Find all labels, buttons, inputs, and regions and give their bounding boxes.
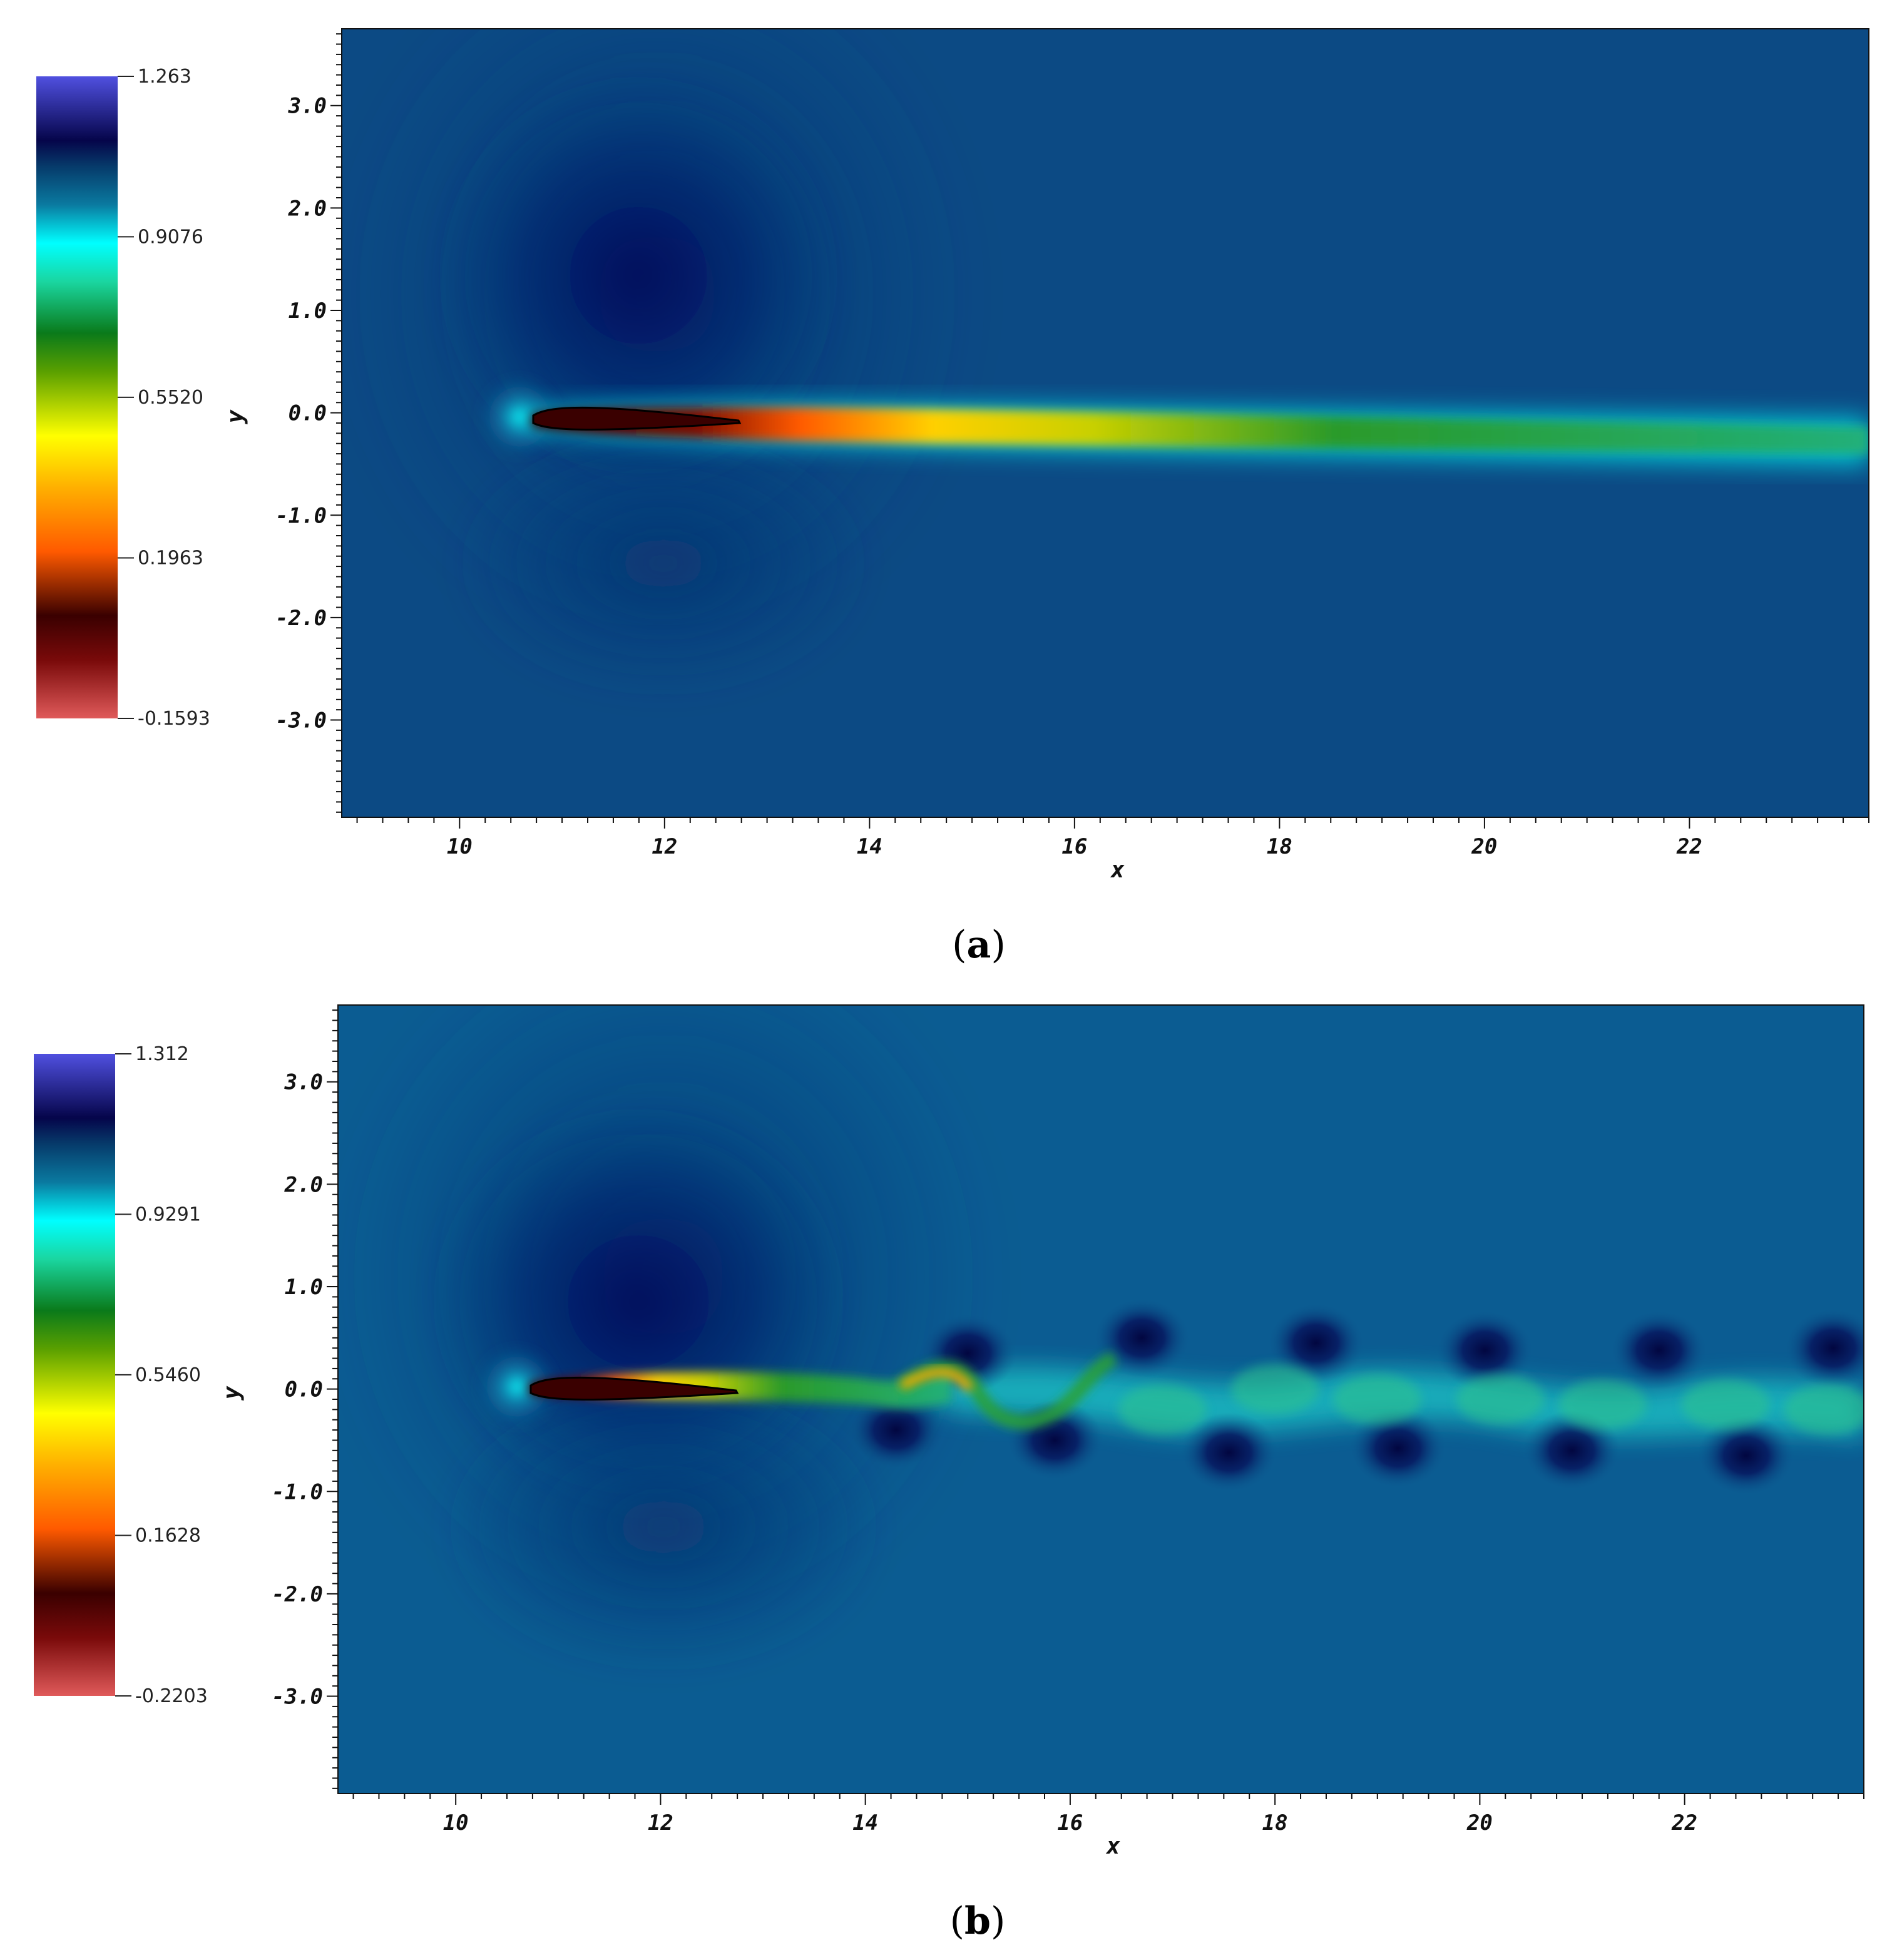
wake-blob [1558,1379,1647,1430]
colorbar-tick-label: 1.263 [138,66,192,88]
x-tick-label: 12 [648,1810,673,1835]
y-tick-label: -2.0 [272,1582,323,1607]
x-tick-label: 10 [447,834,473,859]
x-tick-label: 16 [1057,1810,1083,1835]
velocity-field-a [342,29,1869,817]
y-tick-label: 0.0 [289,401,327,426]
colorbar-a [36,76,118,718]
wake-blob [1118,1384,1207,1435]
vortices-b [847,1297,1864,1496]
axes-b: 10 12 14 16 18 20 22 3.0 2.0 1.0 0.0 -1.0 -2.0 -3.0 x y [219,1009,1864,1859]
velocity-field-b [338,1005,1864,1794]
wake-blob [1231,1364,1319,1414]
y-tick-label: 1.0 [285,1275,323,1300]
colorbar-tick-label: -0.2203 [135,1685,208,1707]
x-tick-label: 22 [1676,834,1702,859]
x-tick-label: 18 [1262,1810,1288,1835]
colorbar-tick-label: 0.9076 [138,226,203,248]
colorbar-tick-label: 0.1963 [138,547,203,569]
colorbar-tick-label: -0.1593 [138,708,210,730]
x-tick-label: 12 [652,834,677,859]
vortex [1093,1297,1191,1378]
wake-blob [1682,1379,1770,1430]
vortex [1610,1310,1708,1391]
y-tick-label: 2.0 [284,1172,323,1197]
x-tick-label: 10 [443,1810,469,1835]
wake-blob [1456,1374,1545,1424]
colorbar-ticks-b: 1.312 0.9291 0.5460 0.1628 -0.2203 [115,1043,208,1707]
vortex [1349,1408,1447,1489]
caption-b: (b) [950,1899,1006,1943]
y-tick-label: 2.0 [288,196,327,221]
x-tick-label: 16 [1061,834,1087,859]
y-tick-label: -2.0 [275,606,327,631]
colorbar-tick-label: 0.1628 [135,1524,201,1546]
y-tick-label: -1.0 [272,1479,323,1504]
wake-blob [1333,1374,1421,1424]
wake-blob [1784,1384,1864,1435]
vortex [1523,1410,1621,1491]
vortex [1267,1303,1365,1383]
x-tick-label: 18 [1267,834,1292,859]
colorbar-tick-label: 0.9291 [135,1203,201,1225]
x-tick-label: 20 [1471,834,1497,859]
y-tick-label: 0.0 [285,1377,323,1402]
y-tick-label: -3.0 [275,708,327,733]
y-axis-label: y [223,409,248,424]
y-tick-label: -3.0 [272,1685,323,1710]
y-axis-label: y [219,1385,245,1401]
colorbar-tick-label: 1.312 [135,1043,189,1065]
vortex [847,1390,945,1471]
vortex [1697,1416,1795,1496]
y-tick-label: 3.0 [288,94,327,119]
x-tick-label: 22 [1671,1810,1697,1835]
colorbar-b [34,1054,115,1696]
colorbar-ticks-a: 1.263 0.9076 0.5520 0.1963 -0.1593 [118,66,210,730]
axes-a: 10 12 14 16 18 20 22 3.0 2.0 1.0 0.0 -1.0 -2.0 -3.0 x y [223,33,1869,883]
y-tick-label: 3.0 [284,1070,323,1095]
caption-a: (a) [952,923,1006,967]
x-axis-label: x [1105,1834,1120,1859]
colorbar-tick-label: 0.5460 [135,1364,201,1386]
vortex [1180,1412,1278,1493]
x-tick-label: 14 [852,1810,878,1835]
vortex [1784,1308,1864,1389]
y-tick-label: -1.0 [275,503,327,528]
vortex [1436,1310,1534,1391]
colorbar-tick-label: 0.5520 [138,387,203,409]
x-tick-label: 20 [1466,1810,1493,1835]
x-tick-label: 14 [857,834,882,859]
x-axis-label: x [1110,857,1125,883]
y-tick-label: 1.0 [289,299,327,324]
